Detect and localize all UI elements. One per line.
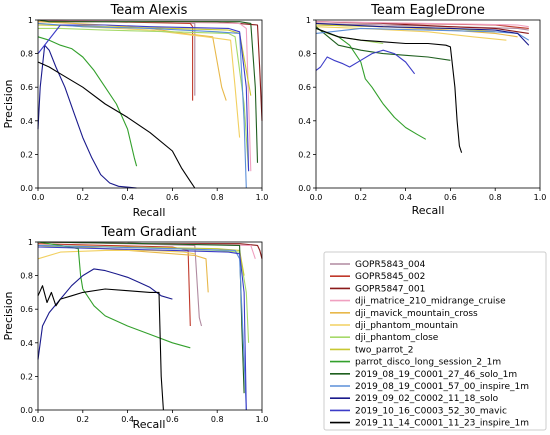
- x-tick-label: 0.2: [354, 193, 367, 202]
- y-tick-label: 0.2: [20, 150, 33, 159]
- y-tick-label: 0.4: [20, 339, 33, 348]
- panel-title: Team EagleDrone: [370, 3, 485, 18]
- y-tick-label: 0.4: [298, 117, 311, 126]
- y-tick-label: 0.6: [298, 83, 311, 92]
- y-tick-label: 0.0: [20, 184, 33, 193]
- legend-label: two_parrot_2: [355, 345, 413, 355]
- legend-label: 2019_10_16_C0003_52_30_mavic: [355, 406, 507, 416]
- y-tick-label: 0.6: [20, 83, 33, 92]
- x-tick-label: 0.8: [211, 193, 224, 202]
- legend-label: dji_phantom_close: [355, 333, 439, 343]
- y-tick-label: 0.8: [20, 272, 33, 281]
- plot-area: 0.0 0.2 0.4 0.6 0.8 1.0 0.0 0.2 0.4 0.6 0.8 1: [20, 238, 268, 424]
- series-line: [315, 26, 451, 61]
- legend-label: 2019_08_19_C0001_27_46_solo_1m: [355, 370, 517, 380]
- y-tick-label: 1: [28, 238, 33, 247]
- x-tick-label: 0.2: [76, 193, 89, 202]
- series-line: [37, 244, 247, 411]
- x-tick-label: 1.0: [256, 193, 269, 202]
- x-tick-label: 0.0: [310, 193, 323, 202]
- series-line: [37, 243, 191, 327]
- panel-title: Team Gradiant: [100, 225, 196, 240]
- legend-label: dji_phantom_mountain: [355, 321, 458, 331]
- x-tick-label: 0.6: [166, 193, 179, 202]
- series-line: [315, 27, 530, 41]
- series-line: [315, 27, 427, 140]
- y-axis-label: Precision: [2, 79, 15, 128]
- legend-label: dji_matrice_210_midrange_cruise: [355, 297, 506, 307]
- plot-area: 0.0 0.2 0.4 0.6 0.8 1.0 0.0 0.2 0.4 0.6 0.8 1: [20, 16, 268, 202]
- y-tick-label: 0.0: [20, 406, 33, 415]
- legend-label: GOPR5845_002: [355, 272, 425, 282]
- x-tick-label: 0.2: [76, 415, 89, 424]
- legend-label: 2019_08_19_C0001_57_00_inspire_1m: [355, 382, 529, 392]
- series-line: [37, 24, 250, 172]
- series-line: [315, 49, 416, 75]
- series-line: [37, 285, 164, 411]
- y-tick-label: 0.8: [298, 50, 311, 59]
- series-line: [37, 24, 252, 96]
- series-line: [315, 27, 463, 153]
- series-line: [37, 268, 173, 360]
- panel-title: Team Alexis: [110, 3, 188, 18]
- x-tick-label: 1.0: [256, 415, 269, 424]
- legend-label: GOPR5843_004: [355, 260, 426, 270]
- x-tick-label: 0.4: [399, 193, 412, 202]
- series-line: [37, 61, 196, 189]
- series-line: [37, 241, 245, 394]
- y-tick-label: 0.2: [20, 372, 33, 381]
- x-tick-label: 0.0: [32, 415, 45, 424]
- plot-area: 0.0 0.2 0.4 0.6 0.8 1.0 0.0 0.2 0.4 0.6 0.8 1: [298, 16, 546, 202]
- series-line: [37, 36, 138, 167]
- y-axis-label: Precision: [2, 291, 15, 340]
- x-tick-label: 1.0: [534, 193, 547, 202]
- axes-frame: [37, 241, 263, 411]
- panel-team-alexis: Team Alexis 0.0 0.2 0.4 0.6 0.8 1.00.00.20.40…: [2, 3, 268, 219]
- y-tick-label: 0.0: [298, 184, 311, 193]
- y-tick-label: 0.4: [20, 117, 33, 126]
- x-axis-label: Recall: [133, 206, 166, 219]
- series-line: [315, 26, 507, 41]
- legend-label: dji_mavick_mountain_cross: [355, 309, 478, 319]
- series-line: [37, 249, 195, 260]
- series-line: [37, 22, 247, 189]
- y-tick-label: 1: [306, 16, 311, 25]
- legend: GOPR5843_004 GOPR5845_002 GOPR5847_001 dji_…: [323, 251, 547, 431]
- legend-label: 2019_09_02_C0002_11_18_solo: [355, 394, 499, 404]
- panel-team-eagledrone: Team EagleDrone 0.0 0.2 0.4 0.6 0.8 1.0 0.0 0.2…: [298, 3, 546, 217]
- y-tick-label: 0.6: [20, 305, 33, 314]
- x-tick-label: 0.6: [166, 415, 179, 424]
- x-axis-label: Recall: [133, 418, 166, 431]
- legend-label: GOPR5847_001: [355, 284, 425, 294]
- y-tick-label: 1: [28, 16, 33, 25]
- y-tick-label: 0.8: [20, 50, 33, 59]
- x-tick-label: 0.4: [121, 193, 134, 202]
- legend-frame: [323, 251, 547, 431]
- x-axis-label: Recall: [412, 204, 445, 217]
- series-line: [37, 19, 259, 163]
- series-line: [37, 246, 247, 411]
- x-tick-label: 0.8: [489, 193, 502, 202]
- legend-label: parrot_disco_long_session_2_1m: [355, 358, 501, 368]
- series-line: [315, 21, 529, 28]
- x-tick-label: 0.4: [121, 415, 134, 424]
- legend-label: 2019_11_14_C0001_11_23_inspire_1m: [355, 419, 529, 429]
- x-tick-label: 0.6: [444, 193, 457, 202]
- x-tick-label: 0.0: [32, 193, 45, 202]
- axes-frame: [37, 19, 263, 189]
- y-tick-label: 0.2: [298, 150, 311, 159]
- x-tick-label: 0.8: [211, 415, 224, 424]
- series-line: [315, 22, 530, 46]
- axes-frame: [315, 19, 541, 189]
- panel-team-gradiant: Team Gradiant 0.0 0.2 0.4 0.6 0.8 1.00.00.20.…: [2, 225, 268, 431]
